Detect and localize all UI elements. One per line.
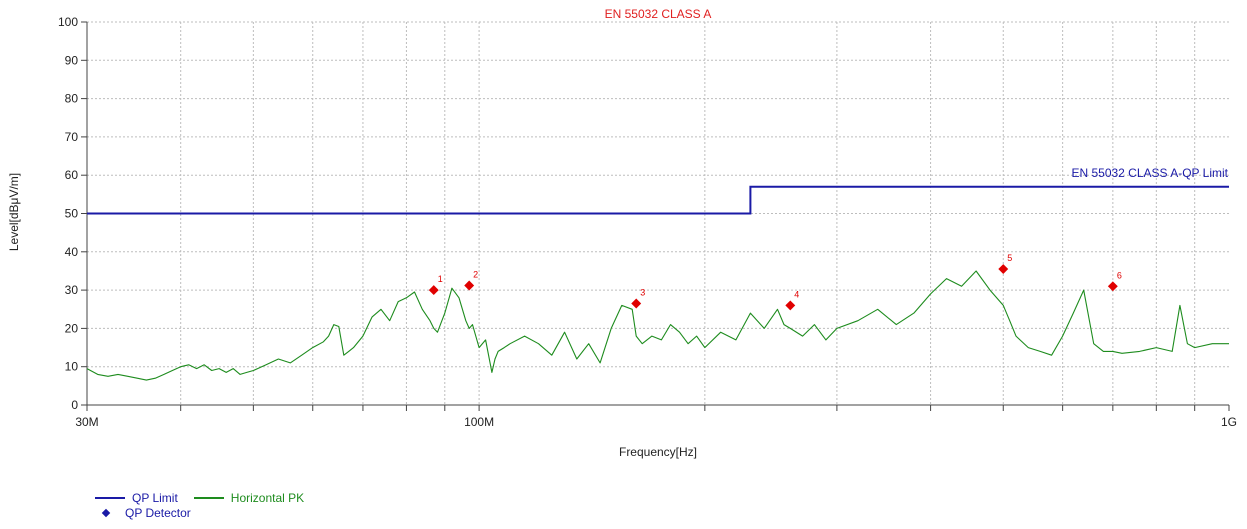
legend-label-qp-detector: QP Detector (125, 505, 191, 520)
legend-item-horizontal-pk: Horizontal PK (193, 490, 305, 505)
y-tick-label: 10 (65, 360, 79, 374)
series-layer: 1 2 3 4 5 6 (86, 185, 1229, 381)
y-tick-label: 20 (65, 321, 79, 335)
legend-swatch-qp-limit (95, 496, 125, 499)
legend: QP Limit Horizontal PK QP Detector (95, 490, 320, 520)
y-tick-label: 70 (65, 130, 79, 144)
qp-detector-marker-label: 4 (794, 289, 799, 299)
qp-detector-marker (1107, 281, 1118, 292)
y-tick-label: 40 (65, 245, 79, 259)
limit-label: EN 55032 CLASS A-QP Limit (1071, 166, 1228, 180)
qp-detector-marker (631, 298, 642, 309)
legend-swatch-horizontal-pk (193, 496, 224, 499)
legend-label-horizontal-pk: Horizontal PK (230, 490, 305, 505)
qp-limit-line (87, 185, 1229, 215)
qp-detector-marker (785, 300, 796, 311)
x-axis-title: Frequency[Hz] (619, 445, 697, 459)
legend-swatch-qp-detector (101, 508, 111, 517)
qp-detector-marker (998, 264, 1009, 274)
x-tick-label: 100M (464, 415, 494, 429)
qp-detector-marker-label: 3 (640, 288, 645, 298)
axes: 0 10 20 30 40 50 60 70 80 90 100 30M 100M 1G (58, 15, 1237, 429)
y-tick-label: 60 (65, 168, 79, 182)
y-tick-label: 90 (65, 53, 79, 67)
qp-detector-marker-label: 6 (1117, 270, 1122, 280)
y-tick-label: 0 (71, 398, 78, 412)
y-axis-title: Level[dBμV/m] (7, 173, 21, 251)
x-tick-label: 30M (75, 415, 98, 429)
legend-item-qp-limit: QP Limit (95, 491, 178, 505)
chart-title: EN 55032 CLASS A (605, 7, 712, 21)
qp-detector-marker-label: 5 (1007, 253, 1012, 263)
legend-label-qp-limit: QP Limit (132, 490, 178, 505)
y-tick-label: 80 (65, 92, 79, 106)
horizontal-pk-trace (86, 270, 1229, 381)
y-tick-label: 100 (58, 15, 78, 29)
qp-detector-marker (428, 285, 439, 296)
y-tick-label: 50 (65, 207, 79, 221)
qp-detector-marker (464, 280, 475, 291)
emc-chart: EN 55032 CLASS A 0 10 20 30 40 50 60 70 80 90 100 3… (7, 7, 1237, 459)
legend-item-qp-detector: QP Detector (95, 506, 191, 520)
qp-detector-marker-label: 2 (473, 270, 478, 280)
y-tick-label: 30 (65, 283, 79, 297)
x-tick-label: 1G (1221, 415, 1237, 429)
qp-detector-marker-label: 1 (438, 274, 443, 284)
